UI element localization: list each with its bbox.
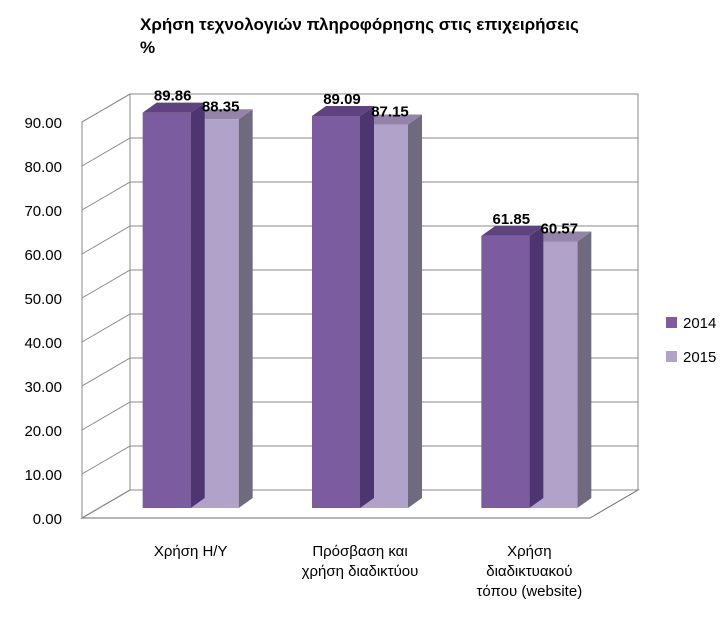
legend-label-2015: 2015: [683, 349, 716, 366]
bar-top-2014: [142, 102, 205, 113]
y-tick-label: 20.00: [24, 423, 62, 440]
bar-2014: [142, 112, 191, 508]
y-tick-label: 90.00: [24, 115, 62, 132]
bar-side-2015: [577, 231, 592, 508]
bar-side-2014: [360, 106, 374, 508]
gridline-side: [81, 445, 131, 475]
bar-side-2014: [529, 225, 544, 509]
y-tick-label: 80.00: [24, 159, 62, 176]
bar-top-2014: [312, 106, 374, 117]
gridline-side: [81, 401, 131, 431]
gridline-side: [81, 269, 131, 299]
gridline-side: [81, 93, 131, 123]
legend-swatch-2015: [666, 351, 677, 362]
y-tick-label: 70.00: [24, 203, 62, 220]
bar-top-2015: [529, 231, 592, 242]
bar-top-2015: [360, 114, 422, 125]
data-labels: 89.86 88.35 89.09 87.15 61.85 60.57: [154, 88, 578, 238]
gridline-side: [81, 225, 131, 255]
y-tick-label: 40.00: [24, 335, 62, 352]
chart-subtitle: %: [140, 38, 155, 57]
chart-title: Χρήση τεχνολογιών πληροφόρησης στις επιχ…: [140, 15, 579, 34]
legend: 2014 2015: [666, 315, 716, 366]
x-tick-label: τόπου (website): [476, 583, 582, 600]
x-tick-label: διαδικτυακού: [486, 563, 572, 580]
side-wall: [81, 93, 131, 519]
gridline-side: [81, 137, 131, 167]
x-tick-label: Πρόσβαση και: [312, 543, 407, 560]
data-label-2015: 87.15: [371, 104, 409, 121]
gridline-side: [81, 357, 131, 387]
bar-side-2015: [408, 114, 422, 508]
y-tick-label: 10.00: [24, 467, 62, 484]
x-tick-label: χρήση διαδικτύου: [302, 563, 419, 580]
data-label-2015: 60.57: [541, 220, 579, 237]
y-tick-label: 30.00: [24, 379, 62, 396]
bar-side-2015: [238, 109, 253, 508]
bars: [142, 102, 592, 509]
x-tick-label: Χρήση Η/Υ: [154, 543, 228, 560]
legend-label-2014: 2014: [683, 315, 716, 332]
data-label-2015: 88.35: [202, 98, 240, 115]
bar-2014: [312, 116, 360, 508]
bar-top-2015: [190, 109, 253, 120]
bar-side-2014: [190, 102, 205, 508]
gridline-side: [81, 489, 131, 519]
data-label-2014: 89.86: [154, 88, 192, 105]
bar-top-2014: [481, 225, 544, 236]
x-axis: Χρήση Η/Υ Πρόσβαση και χρήση διαδικτύου Χρή…: [154, 543, 582, 600]
y-tick-label: 60.00: [24, 247, 62, 264]
gridline-side: [81, 313, 131, 343]
data-label-2014: 61.85: [493, 211, 531, 228]
y-tick-label: 50.00: [24, 291, 62, 308]
x-tick-label: Χρήση: [507, 543, 551, 560]
y-axis: 0.00 10.00 20.00 30.00 40.00 50.00 60.00 70.00 8…: [24, 115, 62, 528]
gridline-side: [81, 181, 131, 211]
y-tick-label: 0.00: [33, 511, 62, 528]
legend-swatch-2014: [666, 317, 677, 328]
data-label-2014: 89.09: [323, 91, 361, 108]
bar-2014: [481, 235, 530, 509]
